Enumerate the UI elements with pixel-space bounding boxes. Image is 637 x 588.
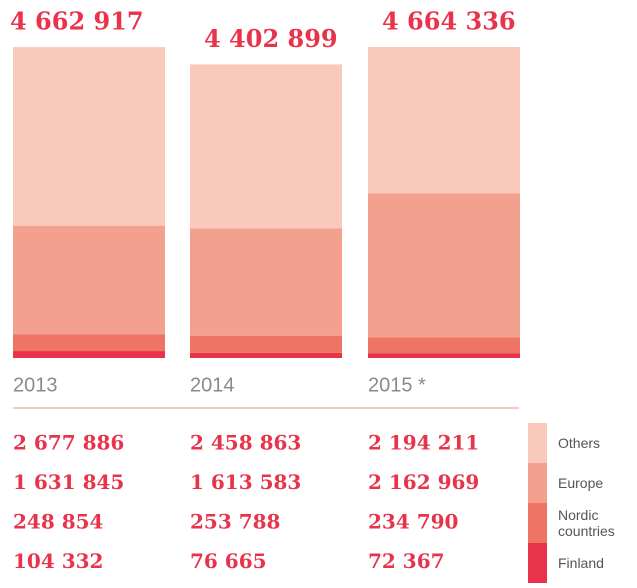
bar-segment [190,64,342,229]
legend-swatch [528,423,547,463]
bar-segment [190,228,342,336]
legend-label: Nordic countries [558,507,615,539]
value-label: 1 613 583 [190,470,301,494]
value-label: 234 790 [368,510,458,534]
value-label: 2 194 211 [368,431,479,455]
bar-segment [190,335,342,353]
bar-segment [190,352,342,358]
x-tick-label: 2014 [190,374,235,396]
bar-segment [13,225,165,335]
bar-segment [368,337,520,354]
value-label: 104 332 [13,549,103,573]
value-label: 253 788 [190,510,280,534]
legend-label: Europe [558,475,604,491]
value-label: 2 162 969 [368,470,479,494]
bar-segment [13,334,165,352]
value-label: 76 665 [190,549,267,573]
legend-swatch [528,463,547,503]
value-label: 72 367 [368,549,445,573]
total-label: 4 664 336 [382,7,516,36]
legend-swatch [528,503,547,543]
bar-segment [13,47,165,226]
x-tick-label: 2015 * [368,374,426,396]
value-label: 248 854 [13,510,104,534]
legend-label: Finland [558,555,604,571]
bar-segment [368,193,520,338]
legend-label: Others [558,435,601,451]
legend-swatch [528,543,547,583]
bar-segment [368,353,520,358]
value-label: 2 458 863 [190,431,301,455]
total-label: 4 402 899 [204,24,338,53]
value-label: 2 677 886 [13,431,124,455]
bar-segment [13,351,165,358]
x-tick-label: 2013 [13,374,58,396]
bar-segment [368,46,520,194]
total-label: 4 662 917 [10,7,144,36]
value-label: 1 631 845 [13,470,124,494]
